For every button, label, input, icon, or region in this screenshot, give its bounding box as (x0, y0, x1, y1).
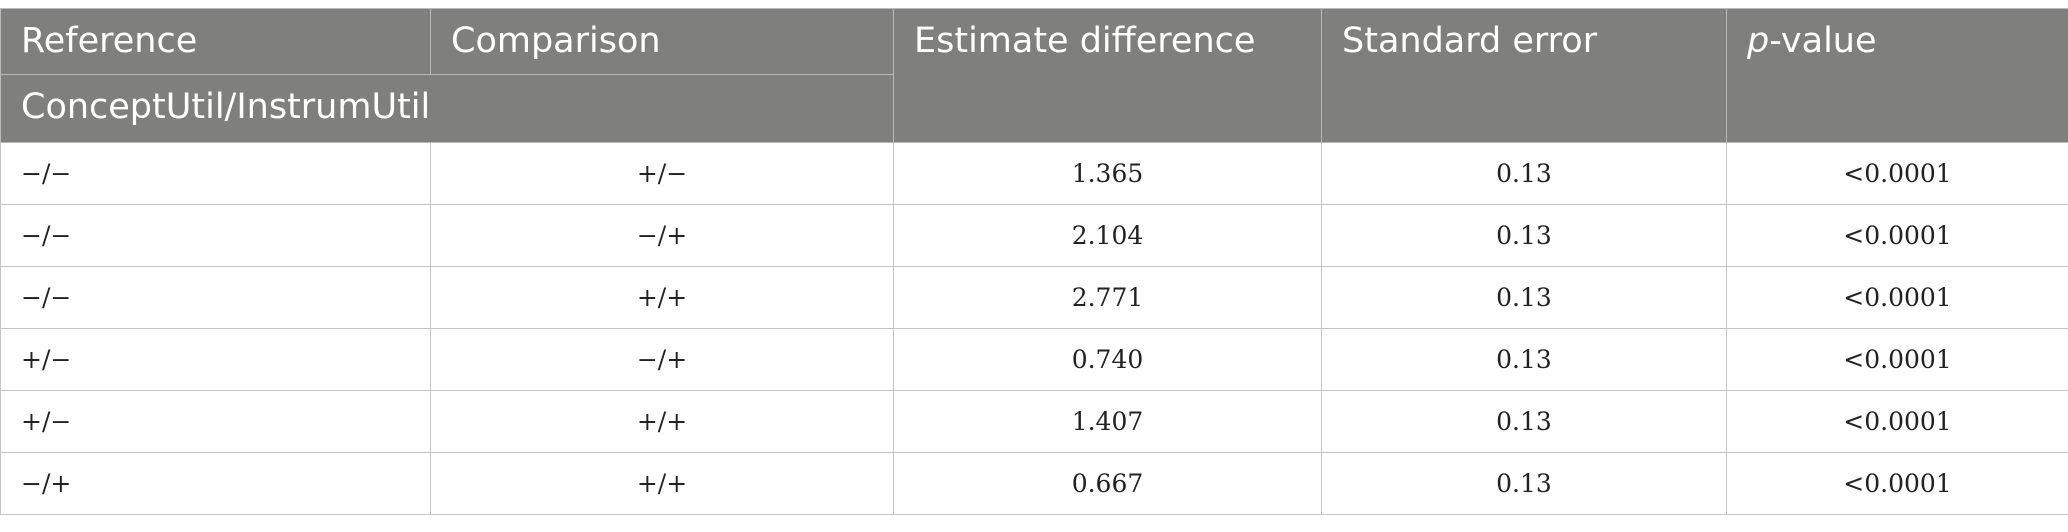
cell-standard-error: 0.13 (1321, 142, 1727, 205)
cell-comparison: −/+ (430, 328, 894, 391)
cell-reference: +/− (0, 390, 431, 453)
table-row: −/+ +/+ 0.667 0.13 <0.0001 (0, 452, 2068, 515)
header-p-value: p-value (1726, 8, 2068, 143)
table-header: Reference Comparison Estimate difference… (0, 8, 2068, 143)
cell-p-value: <0.0001 (1726, 204, 2068, 267)
cell-reference: −/− (0, 266, 431, 329)
cell-reference: −/− (0, 204, 431, 267)
cell-standard-error: 0.13 (1321, 266, 1727, 329)
cell-reference: −/− (0, 142, 431, 205)
cell-estimate: 0.667 (893, 452, 1322, 515)
cell-p-value: <0.0001 (1726, 328, 2068, 391)
cell-comparison: +/+ (430, 452, 894, 515)
cell-p-value: <0.0001 (1726, 452, 2068, 515)
header-p-value-suffix: -value (1769, 21, 1877, 61)
cell-estimate: 2.771 (893, 266, 1322, 329)
cell-standard-error: 0.13 (1321, 204, 1727, 267)
cell-reference: +/− (0, 328, 431, 391)
cell-standard-error: 0.13 (1321, 390, 1727, 453)
cell-standard-error: 0.13 (1321, 452, 1727, 515)
cell-p-value: <0.0001 (1726, 142, 2068, 205)
cell-standard-error: 0.13 (1321, 328, 1727, 391)
header-standard-error: Standard error (1321, 8, 1727, 143)
cell-comparison: +/− (430, 142, 894, 205)
cell-comparison: +/+ (430, 266, 894, 329)
table-row: −/− +/+ 2.771 0.13 <0.0001 (0, 266, 2068, 329)
cell-reference: −/+ (0, 452, 431, 515)
table-row: −/− −/+ 2.104 0.13 <0.0001 (0, 204, 2068, 267)
cell-p-value: <0.0001 (1726, 266, 2068, 329)
table-row: +/− +/+ 1.407 0.13 <0.0001 (0, 390, 2068, 453)
header-reference: Reference (0, 8, 431, 75)
cell-p-value: <0.0001 (1726, 390, 2068, 453)
header-group-label: ConceptUtil/InstrumUtil (0, 74, 894, 143)
cell-estimate: 0.740 (893, 328, 1322, 391)
cell-estimate: 1.365 (893, 142, 1322, 205)
header-p-value-italic: p (1747, 21, 1770, 61)
cell-estimate: 2.104 (893, 204, 1322, 267)
table-row: +/− −/+ 0.740 0.13 <0.0001 (0, 328, 2068, 391)
cell-comparison: −/+ (430, 204, 894, 267)
table-body: −/− +/− 1.365 0.13 <0.0001 −/− −/+ 2.104… (0, 142, 2068, 515)
header-estimate-difference: Estimate difference (893, 8, 1322, 143)
header-comparison: Comparison (430, 8, 894, 75)
results-table: Reference Comparison Estimate difference… (0, 8, 2068, 515)
cell-comparison: +/+ (430, 390, 894, 453)
cell-estimate: 1.407 (893, 390, 1322, 453)
table-row: −/− +/− 1.365 0.13 <0.0001 (0, 142, 2068, 205)
